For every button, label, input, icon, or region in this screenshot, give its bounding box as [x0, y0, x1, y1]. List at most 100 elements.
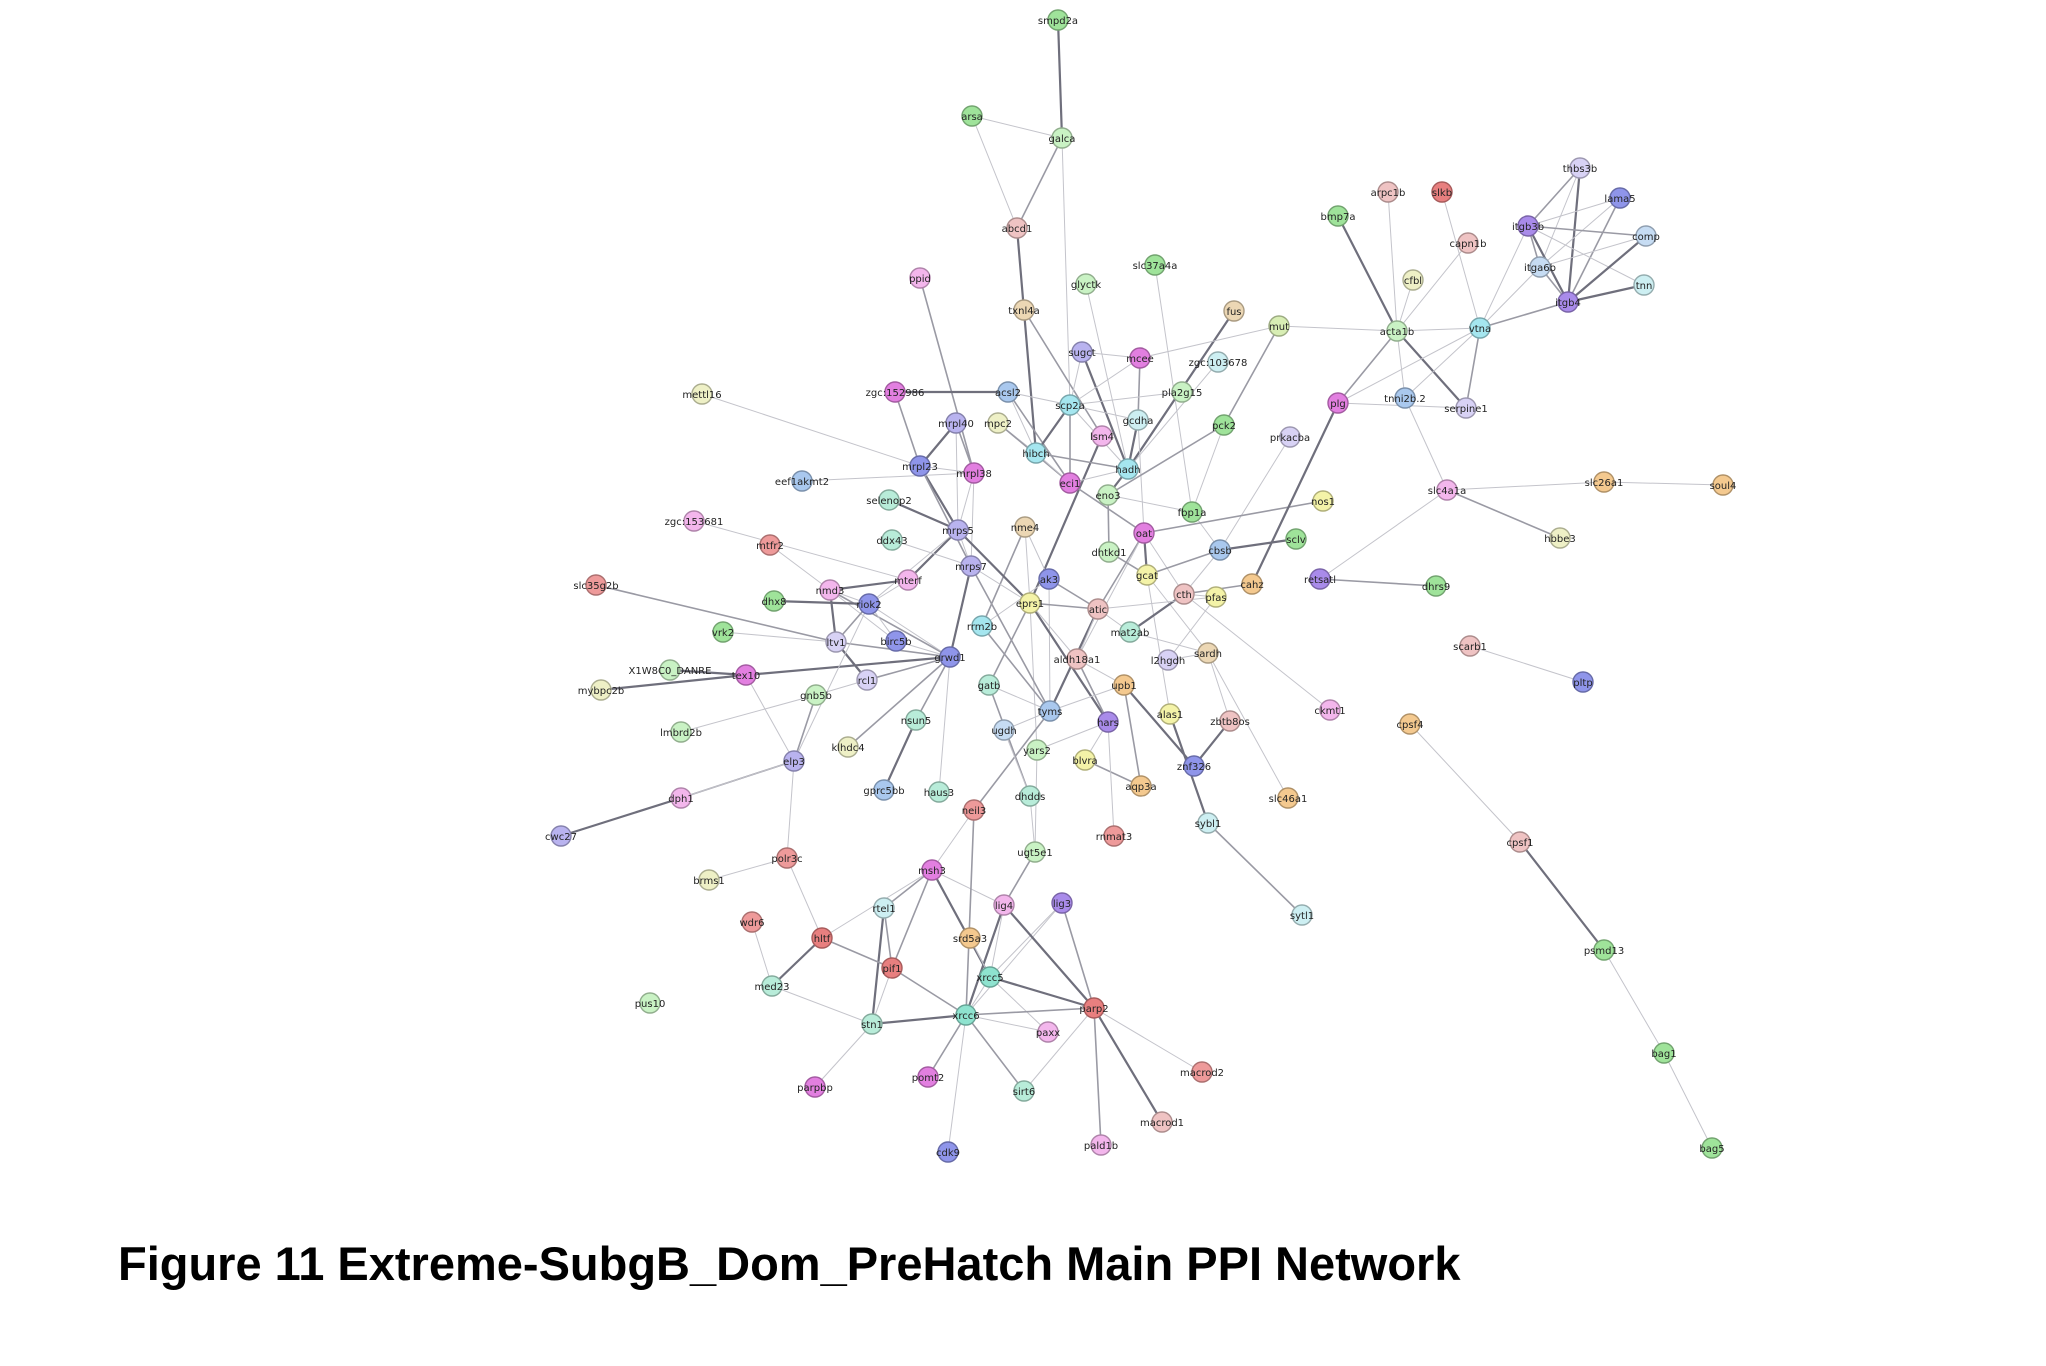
node-circle-lmbrd2b[interactable]	[670, 721, 692, 743]
node-circle-paxx[interactable]	[1037, 1021, 1059, 1043]
node-cth[interactable]: cth	[1173, 583, 1195, 605]
node-nsun5[interactable]: nsun5	[901, 709, 932, 731]
node-circle-cpsf1[interactable]	[1509, 831, 1531, 853]
node-cfbl[interactable]: cfbl	[1402, 269, 1424, 291]
node-circle-smpd2a[interactable]	[1047, 9, 1069, 31]
node-eno3[interactable]: eno3	[1096, 484, 1121, 506]
node-atic[interactable]: atic	[1087, 598, 1109, 620]
node-circle-nsun5[interactable]	[905, 709, 927, 731]
node-mut[interactable]: mut	[1268, 315, 1290, 337]
node-txnl4a[interactable]: txnl4a	[1008, 299, 1040, 321]
node-lig4[interactable]: lig4	[993, 894, 1015, 916]
node-circle-retsatl[interactable]	[1309, 568, 1331, 590]
node-cpsf1[interactable]: cpsf1	[1507, 831, 1534, 853]
node-ddx43[interactable]: ddx43	[876, 529, 908, 551]
node-xrcc5[interactable]: xrcc5	[976, 966, 1004, 988]
node-ckmt1[interactable]: ckmt1	[1314, 699, 1346, 721]
node-smpd2a[interactable]: smpd2a	[1038, 9, 1078, 31]
node-pltp[interactable]: pltp	[1572, 671, 1594, 693]
node-circle-msh3[interactable]	[921, 859, 943, 881]
node-circle-scp2a[interactable]	[1059, 394, 1081, 416]
node-circle-abcd1[interactable]	[1006, 217, 1028, 239]
node-acta1b[interactable]: acta1b	[1380, 320, 1414, 342]
node-slkb[interactable]: slkb	[1431, 181, 1453, 203]
node-srd5a3[interactable]: srd5a3	[953, 927, 987, 949]
node-ak3[interactable]: ak3	[1038, 568, 1060, 590]
node-circle-serpine1[interactable]	[1455, 397, 1477, 419]
node-neil3[interactable]: neil3	[962, 799, 986, 821]
node-circle-dhtkd1[interactable]	[1098, 541, 1120, 563]
node-circle-hadh[interactable]	[1117, 458, 1139, 480]
node-circle-pla2g15[interactable]	[1171, 381, 1193, 403]
node-mettl16[interactable]: mettl16	[682, 383, 722, 405]
node-circle-pald1b[interactable]	[1090, 1134, 1112, 1156]
node-mrpl40[interactable]: mrpl40	[938, 412, 974, 434]
node-rrm2b[interactable]: rrm2b	[967, 615, 997, 637]
node-yars2[interactable]: yars2	[1023, 739, 1051, 761]
node-circle-tnni2b2[interactable]	[1394, 387, 1416, 409]
node-circle-tnn[interactable]	[1633, 274, 1655, 296]
node-circle-galca[interactable]	[1051, 127, 1073, 149]
node-circle-itgb3b[interactable]	[1517, 215, 1539, 237]
node-circle-rcl1[interactable]	[856, 669, 878, 691]
node-mpc2[interactable]: mpc2	[984, 412, 1012, 434]
node-circle-hbbe3[interactable]	[1549, 527, 1571, 549]
node-circle-psmd13[interactable]	[1593, 939, 1615, 961]
node-circle-dhx8[interactable]	[763, 590, 785, 612]
node-vrk2[interactable]: vrk2	[712, 621, 734, 643]
node-pomt2[interactable]: pomt2	[912, 1066, 945, 1088]
node-pald1b[interactable]: pald1b	[1084, 1134, 1118, 1156]
node-upb1[interactable]: upb1	[1111, 674, 1137, 696]
node-circle-mybpc2b[interactable]	[590, 679, 612, 701]
node-circle-cpsf4[interactable]	[1399, 713, 1421, 735]
node-pif1[interactable]: pif1	[881, 957, 903, 979]
node-slc26a1[interactable]: slc26a1	[1585, 471, 1624, 493]
node-rtel1[interactable]: rtel1	[872, 897, 896, 919]
node-gcdha[interactable]: gcdha	[1123, 409, 1154, 431]
node-arsa[interactable]: arsa	[961, 105, 983, 127]
node-zgc103678[interactable]: zgc:103678	[1189, 351, 1248, 373]
node-circle-grwd1[interactable]	[939, 646, 961, 668]
node-circle-acsl2[interactable]	[997, 381, 1019, 403]
node-circle-haus3[interactable]	[928, 781, 950, 803]
node-circle-mtfr2[interactable]	[759, 534, 781, 556]
node-circle-polr3c[interactable]	[776, 847, 798, 869]
node-itgb3b[interactable]: itgb3b	[1512, 215, 1544, 237]
node-circle-mettl16[interactable]	[691, 383, 713, 405]
node-circle-txnl4a[interactable]	[1013, 299, 1035, 321]
node-circle-x1w8c0[interactable]	[659, 659, 681, 681]
node-circle-vtna[interactable]	[1469, 317, 1491, 339]
node-circle-zgc103678[interactable]	[1207, 351, 1229, 373]
node-circle-mterf[interactable]	[897, 569, 919, 591]
node-circle-arpc1b[interactable]	[1377, 181, 1399, 203]
node-circle-glyctk[interactable]	[1075, 273, 1097, 295]
node-circle-cbsb[interactable]	[1209, 539, 1231, 561]
node-bmp7a[interactable]: bmp7a	[1321, 205, 1356, 227]
node-tyms[interactable]: tyms	[1038, 700, 1063, 722]
node-zgc153681[interactable]: zgc:153681	[665, 510, 724, 532]
node-circle-plg[interactable]	[1327, 392, 1349, 414]
node-lmbrd2b[interactable]: lmbrd2b	[660, 721, 702, 743]
node-abcd1[interactable]: abcd1	[1002, 217, 1033, 239]
node-x1w8c0[interactable]: X1W8C0_DANRE	[629, 659, 712, 681]
node-ugt5e1[interactable]: ugt5e1	[1017, 841, 1053, 863]
node-sytl1[interactable]: sytl1	[1290, 904, 1314, 926]
node-dhtkd1[interactable]: dhtkd1	[1091, 541, 1127, 563]
node-circle-gcat[interactable]	[1136, 564, 1158, 586]
node-slc4a1a[interactable]: slc4a1a	[1428, 479, 1466, 501]
node-circle-elp3[interactable]	[783, 750, 805, 772]
node-circle-macrod1[interactable]	[1151, 1111, 1173, 1133]
node-circle-nme4[interactable]	[1014, 516, 1036, 538]
node-lama5[interactable]: lama5	[1604, 187, 1636, 209]
node-xrcc6[interactable]: xrcc6	[952, 1004, 980, 1026]
node-circle-oat[interactable]	[1133, 522, 1155, 544]
node-circle-aldh18a1[interactable]	[1066, 648, 1088, 670]
node-klhdc4[interactable]: klhdc4	[831, 736, 865, 758]
node-tnn[interactable]: tnn	[1633, 274, 1655, 296]
node-sclv[interactable]: sclv	[1285, 528, 1307, 550]
node-tnni2b2[interactable]: tnni2b.2	[1384, 387, 1426, 409]
node-circle-yars2[interactable]	[1026, 739, 1048, 761]
node-circle-bmp7a[interactable]	[1327, 205, 1349, 227]
node-itga6b[interactable]: itga6b	[1524, 256, 1556, 278]
node-circle-xrcc6[interactable]	[955, 1004, 977, 1026]
